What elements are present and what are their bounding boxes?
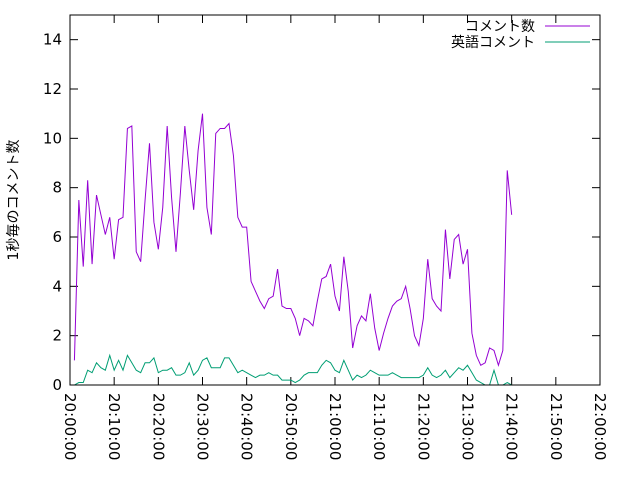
x-tick-label: 20:20:00: [149, 393, 167, 460]
y-tick-label: 10: [43, 129, 62, 147]
y-tick-label: 8: [52, 179, 62, 197]
legend-label-comments: コメント数: [465, 19, 535, 35]
y-tick-label: 14: [43, 31, 62, 49]
x-tick-label: 21:30:00: [459, 393, 477, 460]
x-tick-label: 21:10:00: [370, 393, 388, 460]
y-axis-label: 1秒毎のコメント数: [6, 140, 22, 261]
legend-label-english-comments: 英語コメント: [451, 34, 535, 51]
x-tick-label: 20:00:00: [61, 393, 79, 460]
y-tick-label: 2: [52, 327, 62, 345]
x-tick-label: 20:40:00: [238, 393, 256, 460]
x-tick-label: 21:40:00: [503, 393, 521, 460]
x-tick-label: 20:30:00: [194, 393, 212, 460]
x-tick-label: 21:20:00: [414, 393, 432, 460]
series-layer: [73, 113, 513, 386]
y-axis-ticks: 0 2 4 6 8 10 12 14: [43, 31, 600, 394]
x-tick-label: 21:00:00: [326, 393, 344, 460]
legend: コメント数 英語コメント: [451, 19, 590, 51]
plot-frame: [69, 14, 601, 386]
y-tick-label: 6: [52, 228, 62, 246]
series-line-1: [74, 353, 512, 386]
x-tick-label: 22:00:00: [591, 393, 609, 460]
x-tick-label: 20:50:00: [282, 393, 300, 460]
x-tick-label: 21:50:00: [547, 393, 565, 460]
y-tick-label: 0: [52, 376, 62, 394]
y-tick-label: 4: [52, 277, 62, 295]
y-tick-label: 12: [43, 80, 62, 98]
x-tick-label: 20:10:00: [105, 393, 123, 460]
series-line-0: [73, 113, 513, 368]
